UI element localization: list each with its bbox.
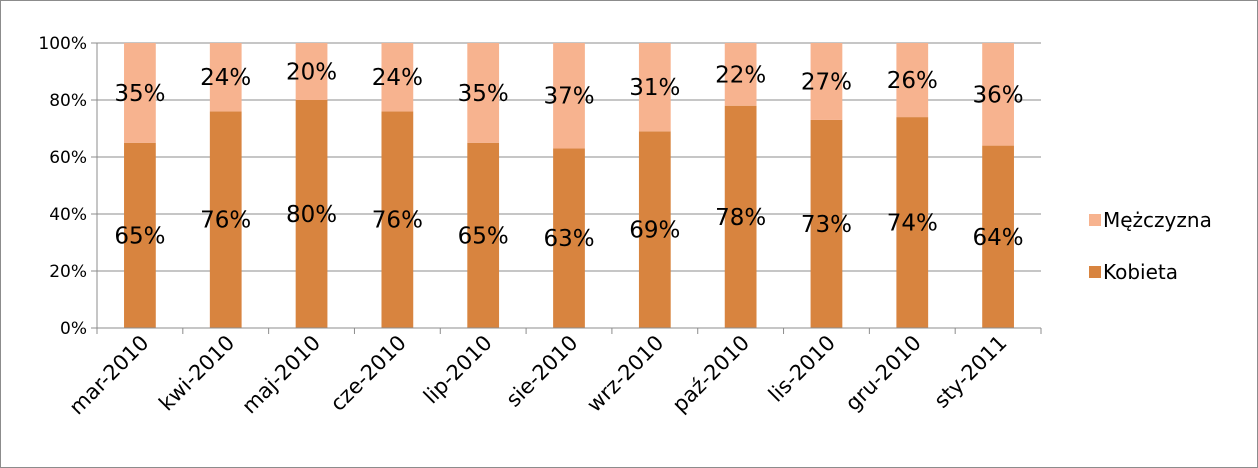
data-label-mezczyzna: 24% [372, 65, 423, 91]
bar-mezczyzna [124, 43, 156, 143]
data-label-mezczyzna: 27% [801, 69, 852, 95]
bar-kobieta [896, 117, 929, 328]
bar-kobieta [982, 145, 1014, 328]
y-tick-label: 20% [49, 262, 87, 282]
bar-kobieta [124, 142, 156, 328]
bar-mezczyzna [381, 43, 414, 112]
data-label-mezczyzna: 22% [715, 62, 766, 88]
bar-mezczyzna [896, 43, 929, 118]
y-tick-label: 60% [49, 148, 87, 168]
bar-kobieta [553, 148, 585, 328]
bars [124, 43, 1014, 329]
x-tick-label: lip-2010 [419, 331, 497, 409]
bar-kobieta [810, 119, 843, 328]
data-label-mezczyzna: 26% [887, 68, 938, 94]
x-tick-label: paź-2010 [668, 331, 754, 417]
y-tick-label: 100% [38, 34, 87, 54]
bar-mezczyzna [638, 43, 671, 132]
bar-kobieta [209, 111, 242, 329]
bar-kobieta [381, 111, 414, 329]
legend-swatch-mezczyzna [1089, 214, 1101, 226]
data-label-mezczyzna: 35% [458, 81, 509, 107]
data-label-mezczyzna: 36% [973, 82, 1024, 108]
data-labels: 65% 35% 76% 24% 80% 20% 76% 24% 65% 35% 63% 37% 69% 3… [114, 60, 1023, 253]
x-tick-label: lis-2010 [764, 331, 840, 407]
bar-kobieta [724, 105, 757, 328]
data-label-kobieta: 63% [543, 226, 594, 252]
data-label-mezczyzna: 20% [286, 60, 337, 86]
bar-mezczyzna [724, 43, 757, 106]
x-tick-label: maj-2010 [237, 331, 325, 419]
bar-mezczyzna [209, 43, 242, 112]
data-label-mezczyzna: 37% [543, 84, 594, 110]
bar-kobieta [295, 100, 328, 328]
data-label-kobieta: 80% [286, 202, 337, 228]
data-label-kobieta: 74% [887, 211, 938, 237]
data-label-kobieta: 65% [458, 223, 509, 249]
x-tick-label: kwi-2010 [154, 331, 239, 416]
data-label-kobieta: 69% [629, 218, 680, 244]
legend-label-mezczyzna: Mężczyzna [1103, 208, 1212, 232]
data-label-kobieta: 65% [114, 223, 165, 249]
x-tick-label: sie-2010 [501, 331, 582, 412]
data-label-kobieta: 76% [372, 208, 423, 234]
x-tick-label: mar-2010 [65, 331, 154, 420]
y-tick-label: 80% [49, 91, 87, 111]
bar-mezczyzna [553, 43, 585, 149]
data-label-mezczyzna: 31% [629, 75, 680, 101]
x-tick-label: wrz-2010 [582, 331, 668, 417]
x-tick-label: sty-2011 [929, 331, 1011, 413]
data-label-kobieta: 78% [715, 205, 766, 231]
data-label-mezczyzna: 35% [114, 81, 165, 107]
bar-mezczyzna [467, 43, 500, 143]
bar-mezczyzna [982, 43, 1014, 146]
data-label-mezczyzna: 24% [200, 65, 251, 91]
x-tick-label: gru-2010 [841, 331, 926, 416]
legend-swatch-kobieta [1089, 266, 1101, 278]
y-tick-label: 40% [49, 205, 87, 225]
y-tick-label: 0% [60, 319, 87, 339]
legend-label-kobieta: Kobieta [1103, 260, 1178, 284]
bar-mezczyzna [295, 43, 328, 100]
x-tick-label: cze-2010 [326, 331, 411, 416]
bar-mezczyzna [810, 43, 843, 120]
bar-kobieta [638, 131, 671, 328]
data-label-kobieta: 64% [973, 225, 1024, 251]
data-label-kobieta: 73% [801, 212, 852, 238]
bar-kobieta [467, 142, 500, 328]
legend: Mężczyzna Kobieta [1089, 208, 1212, 284]
data-label-kobieta: 76% [200, 208, 251, 234]
